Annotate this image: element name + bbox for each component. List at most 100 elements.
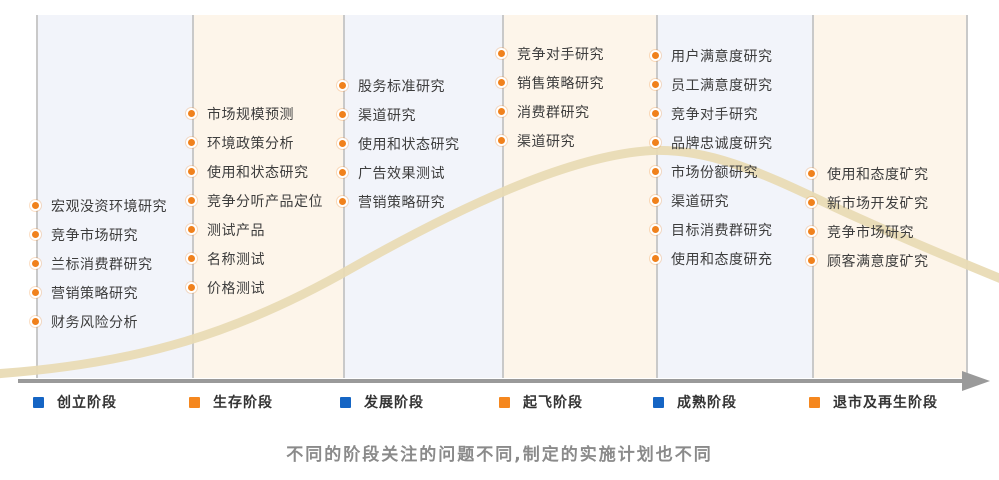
orange-dot-icon: [806, 197, 817, 208]
orange-dot-icon: [650, 166, 661, 177]
legend-item-1: 创立阶段: [33, 393, 117, 411]
stage-item-list-6: 使用和态度矿究 新市场开发矿究 竞争市场研究 顾客满意度矿究: [806, 159, 929, 275]
orange-dot-icon: [186, 224, 197, 235]
orange-dot-icon: [496, 77, 507, 88]
research-item-label: 使用和态度研充: [671, 251, 773, 268]
orange-dot-icon: [337, 109, 348, 120]
diagram-caption: 不同的阶段关注的问题不同,制定的实施计划也不同: [286, 445, 713, 465]
stage-item-list-1: 宏观没资环境研究 竞争市场研究 兰标消费群研究 营销策略研究 财务风险分析: [30, 191, 167, 336]
research-item-label: 销售策略研究: [517, 75, 604, 92]
research-item: 渠道研究: [650, 186, 773, 215]
research-item-label: 使用和状态研究: [358, 136, 460, 153]
legend-label: 创立阶段: [57, 395, 117, 411]
research-item: 竞争市场研究: [806, 217, 929, 246]
orange-dot-icon: [496, 48, 507, 59]
research-item: 价格测试: [186, 273, 323, 302]
legend-item-2: 生存阶段: [189, 393, 273, 411]
research-item-label: 竞争分听产品定位: [207, 193, 323, 210]
research-item-label: 股务标准研究: [358, 78, 445, 95]
orange-dot-icon: [806, 226, 817, 237]
legend-item-6: 退市及再生阶段: [809, 393, 938, 411]
orange-dot-icon: [30, 200, 41, 211]
orange-dot-icon: [186, 282, 197, 293]
research-item-label: 消费群研究: [517, 104, 590, 121]
orange-dot-icon: [186, 253, 197, 264]
research-item: 营销策略研究: [30, 278, 167, 307]
research-item: 使用和状态研究: [337, 129, 460, 158]
research-item: 营销策略研究: [337, 187, 460, 216]
orange-dot-icon: [650, 224, 661, 235]
research-item: 兰标消费群研究: [30, 249, 167, 278]
research-item: 市场份额研究: [650, 157, 773, 186]
research-item-label: 环境政策分析: [207, 135, 294, 152]
research-item-label: 渠道研究: [517, 133, 575, 150]
stage-item-list-3: 股务标准研究 渠道研究使用和状态研究 广告效果测试营销策略研究: [337, 71, 460, 216]
orange-dot-icon: [30, 316, 41, 327]
orange-dot-icon: [650, 195, 661, 206]
legend-label: 发展阶段: [364, 395, 424, 411]
research-item-label: 宏观没资环境研究: [51, 198, 167, 215]
orange-dot-icon: [496, 106, 507, 117]
stage-legend: 创立阶段 生存阶段 发展阶段 起飞阶段 成熟阶段 退市及再生阶段: [0, 393, 999, 413]
axis-arrow-icon: [962, 371, 990, 391]
research-item: 用户满意度研究: [650, 41, 773, 70]
stage-item-list-4: 竞争对手研究销售策略研究 消费群研究渠道研究: [496, 39, 604, 155]
research-item: 竞争对手研究: [650, 99, 773, 128]
research-item: 名称测试: [186, 244, 323, 273]
research-item: 股务标准研究: [337, 71, 460, 100]
research-item: 竞争分听产品定位: [186, 186, 323, 215]
research-item-label: 员工满意度研究: [671, 77, 773, 94]
orange-dot-icon: [650, 79, 661, 90]
orange-dot-icon: [337, 167, 348, 178]
research-item-label: 使用和状态研究: [207, 164, 309, 181]
research-item-label: 市场规模预测: [207, 106, 294, 123]
research-item: 环境政策分析: [186, 128, 323, 157]
research-item: 品牌忠诚度研究: [650, 128, 773, 157]
research-item-label: 市场份额研究: [671, 164, 758, 181]
orange-dot-icon: [650, 253, 661, 264]
research-item: 新市场开发矿究: [806, 188, 929, 217]
research-item-label: 使用和态度矿究: [827, 166, 929, 183]
research-item-label: 营销策略研究: [51, 285, 138, 302]
research-item: 渠道研究: [337, 100, 460, 129]
research-item: 使用和态度矿究: [806, 159, 929, 188]
research-item-label: 目标消费群研究: [671, 222, 773, 239]
research-item: 宏观没资环境研究: [30, 191, 167, 220]
research-item: 目标消费群研究: [650, 215, 773, 244]
orange-dot-icon: [650, 50, 661, 61]
color-square-icon: [33, 396, 44, 408]
legend-item-3: 发展阶段: [340, 393, 424, 411]
stage-item-list-5: 用户满意度研究员工满意度研究 竞争对手研究 品牌忠诚度研究 市场份额研究 渠道研究目标消…: [650, 41, 773, 273]
orange-dot-icon: [186, 137, 197, 148]
research-item: 广告效果测试: [337, 158, 460, 187]
color-square-icon: [653, 396, 664, 408]
orange-dot-icon: [186, 166, 197, 177]
research-item-label: 竞争市场研究: [827, 224, 914, 241]
orange-dot-icon: [650, 137, 661, 148]
research-item: 财务风险分析: [30, 307, 167, 336]
research-item-label: 渠道研究: [358, 107, 416, 124]
research-item-label: 广告效果测试: [358, 165, 445, 182]
research-item: 使用和态度研充: [650, 244, 773, 273]
legend-label: 生存阶段: [213, 395, 273, 411]
research-item-label: 新市场开发矿究: [827, 195, 929, 212]
orange-dot-icon: [496, 135, 507, 146]
orange-dot-icon: [337, 138, 348, 149]
legend-item-4: 起飞阶段: [499, 393, 583, 411]
color-square-icon: [499, 396, 510, 408]
color-square-icon: [340, 396, 351, 408]
research-item: 员工满意度研究: [650, 70, 773, 99]
research-item: 市场规模预测: [186, 99, 323, 128]
orange-dot-icon: [30, 258, 41, 269]
orange-dot-icon: [186, 108, 197, 119]
color-square-icon: [809, 396, 820, 408]
research-item-label: 顾客满意度矿究: [827, 253, 929, 270]
research-item-label: 竞争对手研究: [671, 106, 758, 123]
research-item-label: 渠道研究: [671, 193, 729, 210]
research-item: 竞争对手研究: [496, 39, 604, 68]
research-item: 渠道研究: [496, 126, 604, 155]
research-item-label: 财务风险分析: [51, 314, 138, 331]
research-item-label: 品牌忠诚度研究: [671, 135, 773, 152]
research-item-label: 价格测试: [207, 280, 265, 297]
